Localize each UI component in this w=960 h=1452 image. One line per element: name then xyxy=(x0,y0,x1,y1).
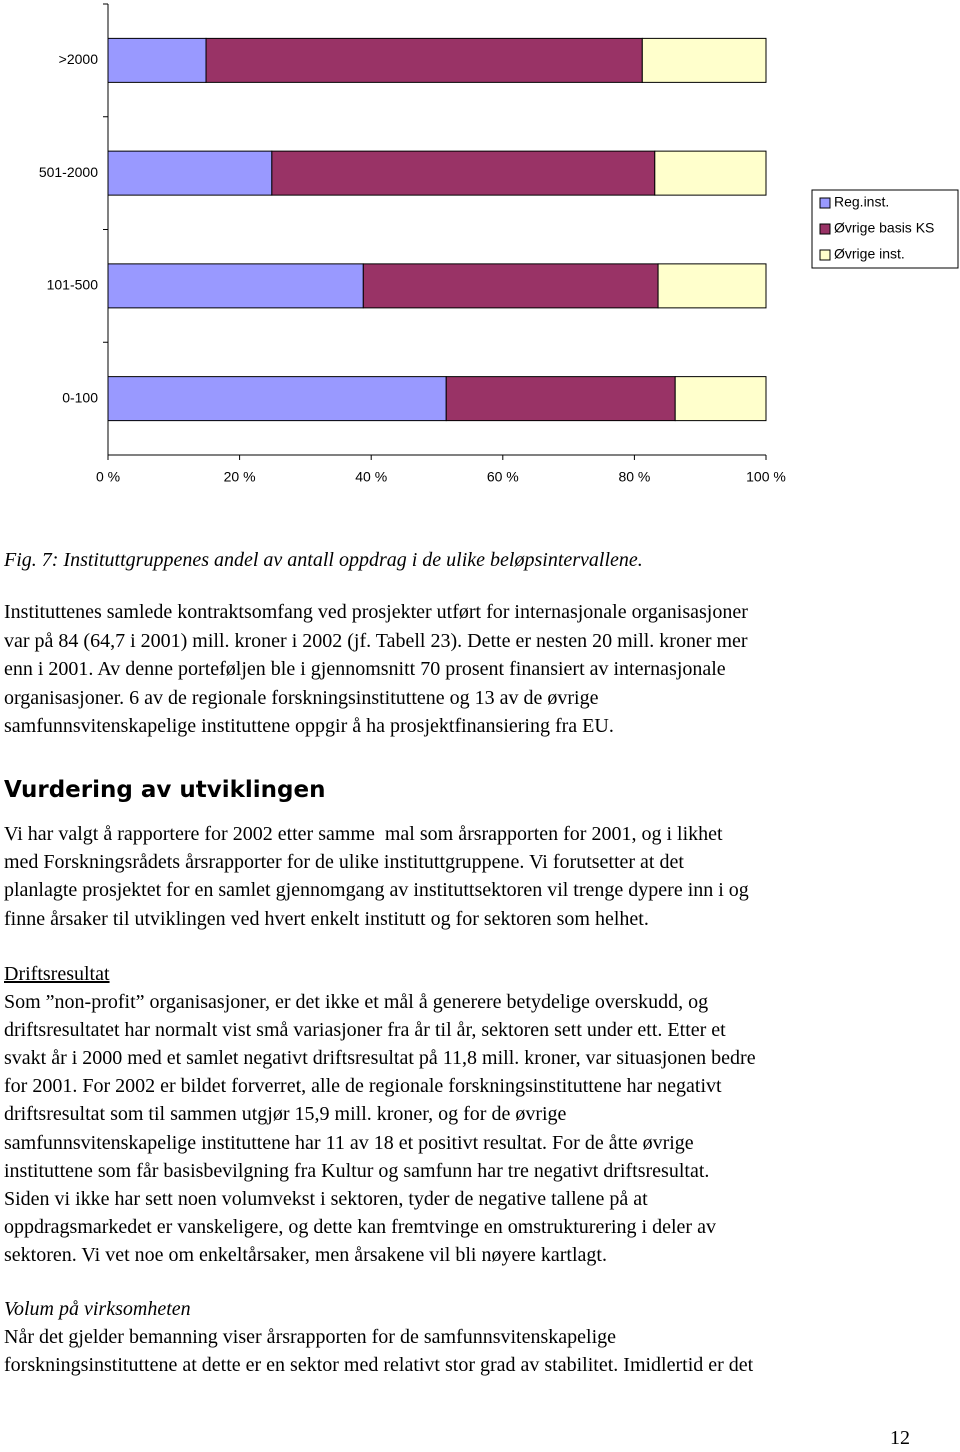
paragraph-line: med Forskningsrådets årsrapporter for de… xyxy=(4,848,684,876)
legend-swatch xyxy=(820,198,830,208)
paragraph-line: Som ”non-profit” organisasjoner, er det … xyxy=(4,988,708,1016)
x-tick-label: 60 % xyxy=(487,469,519,485)
paragraph-line: Instituttenes samlede kontraktsomfang ve… xyxy=(4,598,748,626)
bar-segment xyxy=(642,38,766,82)
y-tick-label: 0-100 xyxy=(62,389,98,405)
x-tick-label: 100 % xyxy=(746,469,786,485)
bar-segment xyxy=(108,151,272,195)
subheading: Volum på virksomheten xyxy=(4,1295,191,1323)
paragraph-line: driftsresultatet har normalt vist små va… xyxy=(4,1016,726,1044)
section-heading: Vurdering av utviklingen xyxy=(4,776,325,804)
x-tick-label: 80 % xyxy=(618,469,650,485)
bar-segment xyxy=(272,151,655,195)
paragraph-line: samfunnsvitenskapelige instituttene oppg… xyxy=(4,712,614,740)
x-tick-label: 40 % xyxy=(355,469,387,485)
paragraph-line: driftsresultat som til sammen utgjør 15,… xyxy=(4,1100,566,1128)
chart: 0 % 20 % 40 % 60 % 80 % 100 % >2000 501-2000 101… xyxy=(0,0,960,500)
legend-label: Øvrige inst. xyxy=(834,246,905,262)
y-tick-label: 101-500 xyxy=(47,277,99,293)
legend-label: Øvrige basis KS xyxy=(834,220,934,236)
paragraph-line: samfunnsvitenskapelige instituttene har … xyxy=(4,1129,694,1157)
paragraph-line: organisasjoner. 6 av de regionale forskn… xyxy=(4,684,599,712)
paragraph-line: planlagte prosjektet for en samlet gjenn… xyxy=(4,876,749,904)
bar-segment xyxy=(108,38,206,82)
paragraph-line: forskningsinstituttene at dette er en se… xyxy=(4,1351,753,1379)
x-tick-label: 0 % xyxy=(96,469,120,485)
paragraph-line: for 2001. For 2002 er bildet forverret, … xyxy=(4,1072,722,1100)
paragraph-line: sektoren. Vi vet noe om enkeltårsaker, m… xyxy=(4,1241,607,1269)
paragraph-line: var på 84 (64,7 i 2001) mill. kroner i 2… xyxy=(4,627,748,655)
paragraph-line: finne årsaker til utviklingen ved hvert … xyxy=(4,905,649,933)
legend-label: Reg.inst. xyxy=(834,194,889,210)
bar-segment xyxy=(446,377,675,421)
bar-segment xyxy=(363,264,658,308)
bar-segment xyxy=(655,151,766,195)
legend-swatch xyxy=(820,250,830,260)
bar-segment xyxy=(206,38,642,82)
bar-segment xyxy=(108,264,363,308)
x-tick-label: 20 % xyxy=(224,469,256,485)
bar-segment xyxy=(675,377,766,421)
y-tick-label: >2000 xyxy=(59,51,99,67)
paragraph-line: Vi har valgt å rapportere for 2002 etter… xyxy=(4,820,723,848)
bar-segment xyxy=(658,264,766,308)
paragraph-line: oppdragsmarkedet er vanskeligere, og det… xyxy=(4,1213,716,1241)
paragraph-line: Siden vi ikke har sett noen volumvekst i… xyxy=(4,1185,648,1213)
y-tick-label: 501-2000 xyxy=(39,164,98,180)
paragraph-line: Når det gjelder bemanning viser årsrappo… xyxy=(4,1323,616,1351)
subheading: Driftsresultat xyxy=(4,960,110,988)
paragraph-line: svakt år i 2000 med et samlet negativt d… xyxy=(4,1044,756,1072)
bar-segment xyxy=(108,377,446,421)
legend-swatch xyxy=(820,224,830,234)
paragraph-line: enn i 2001. Av denne porteføljen ble i g… xyxy=(4,655,726,683)
paragraph-line: instituttene som får basisbevilgning fra… xyxy=(4,1157,709,1185)
figure-caption: Fig. 7: Instituttgruppenes andel av anta… xyxy=(4,546,643,574)
